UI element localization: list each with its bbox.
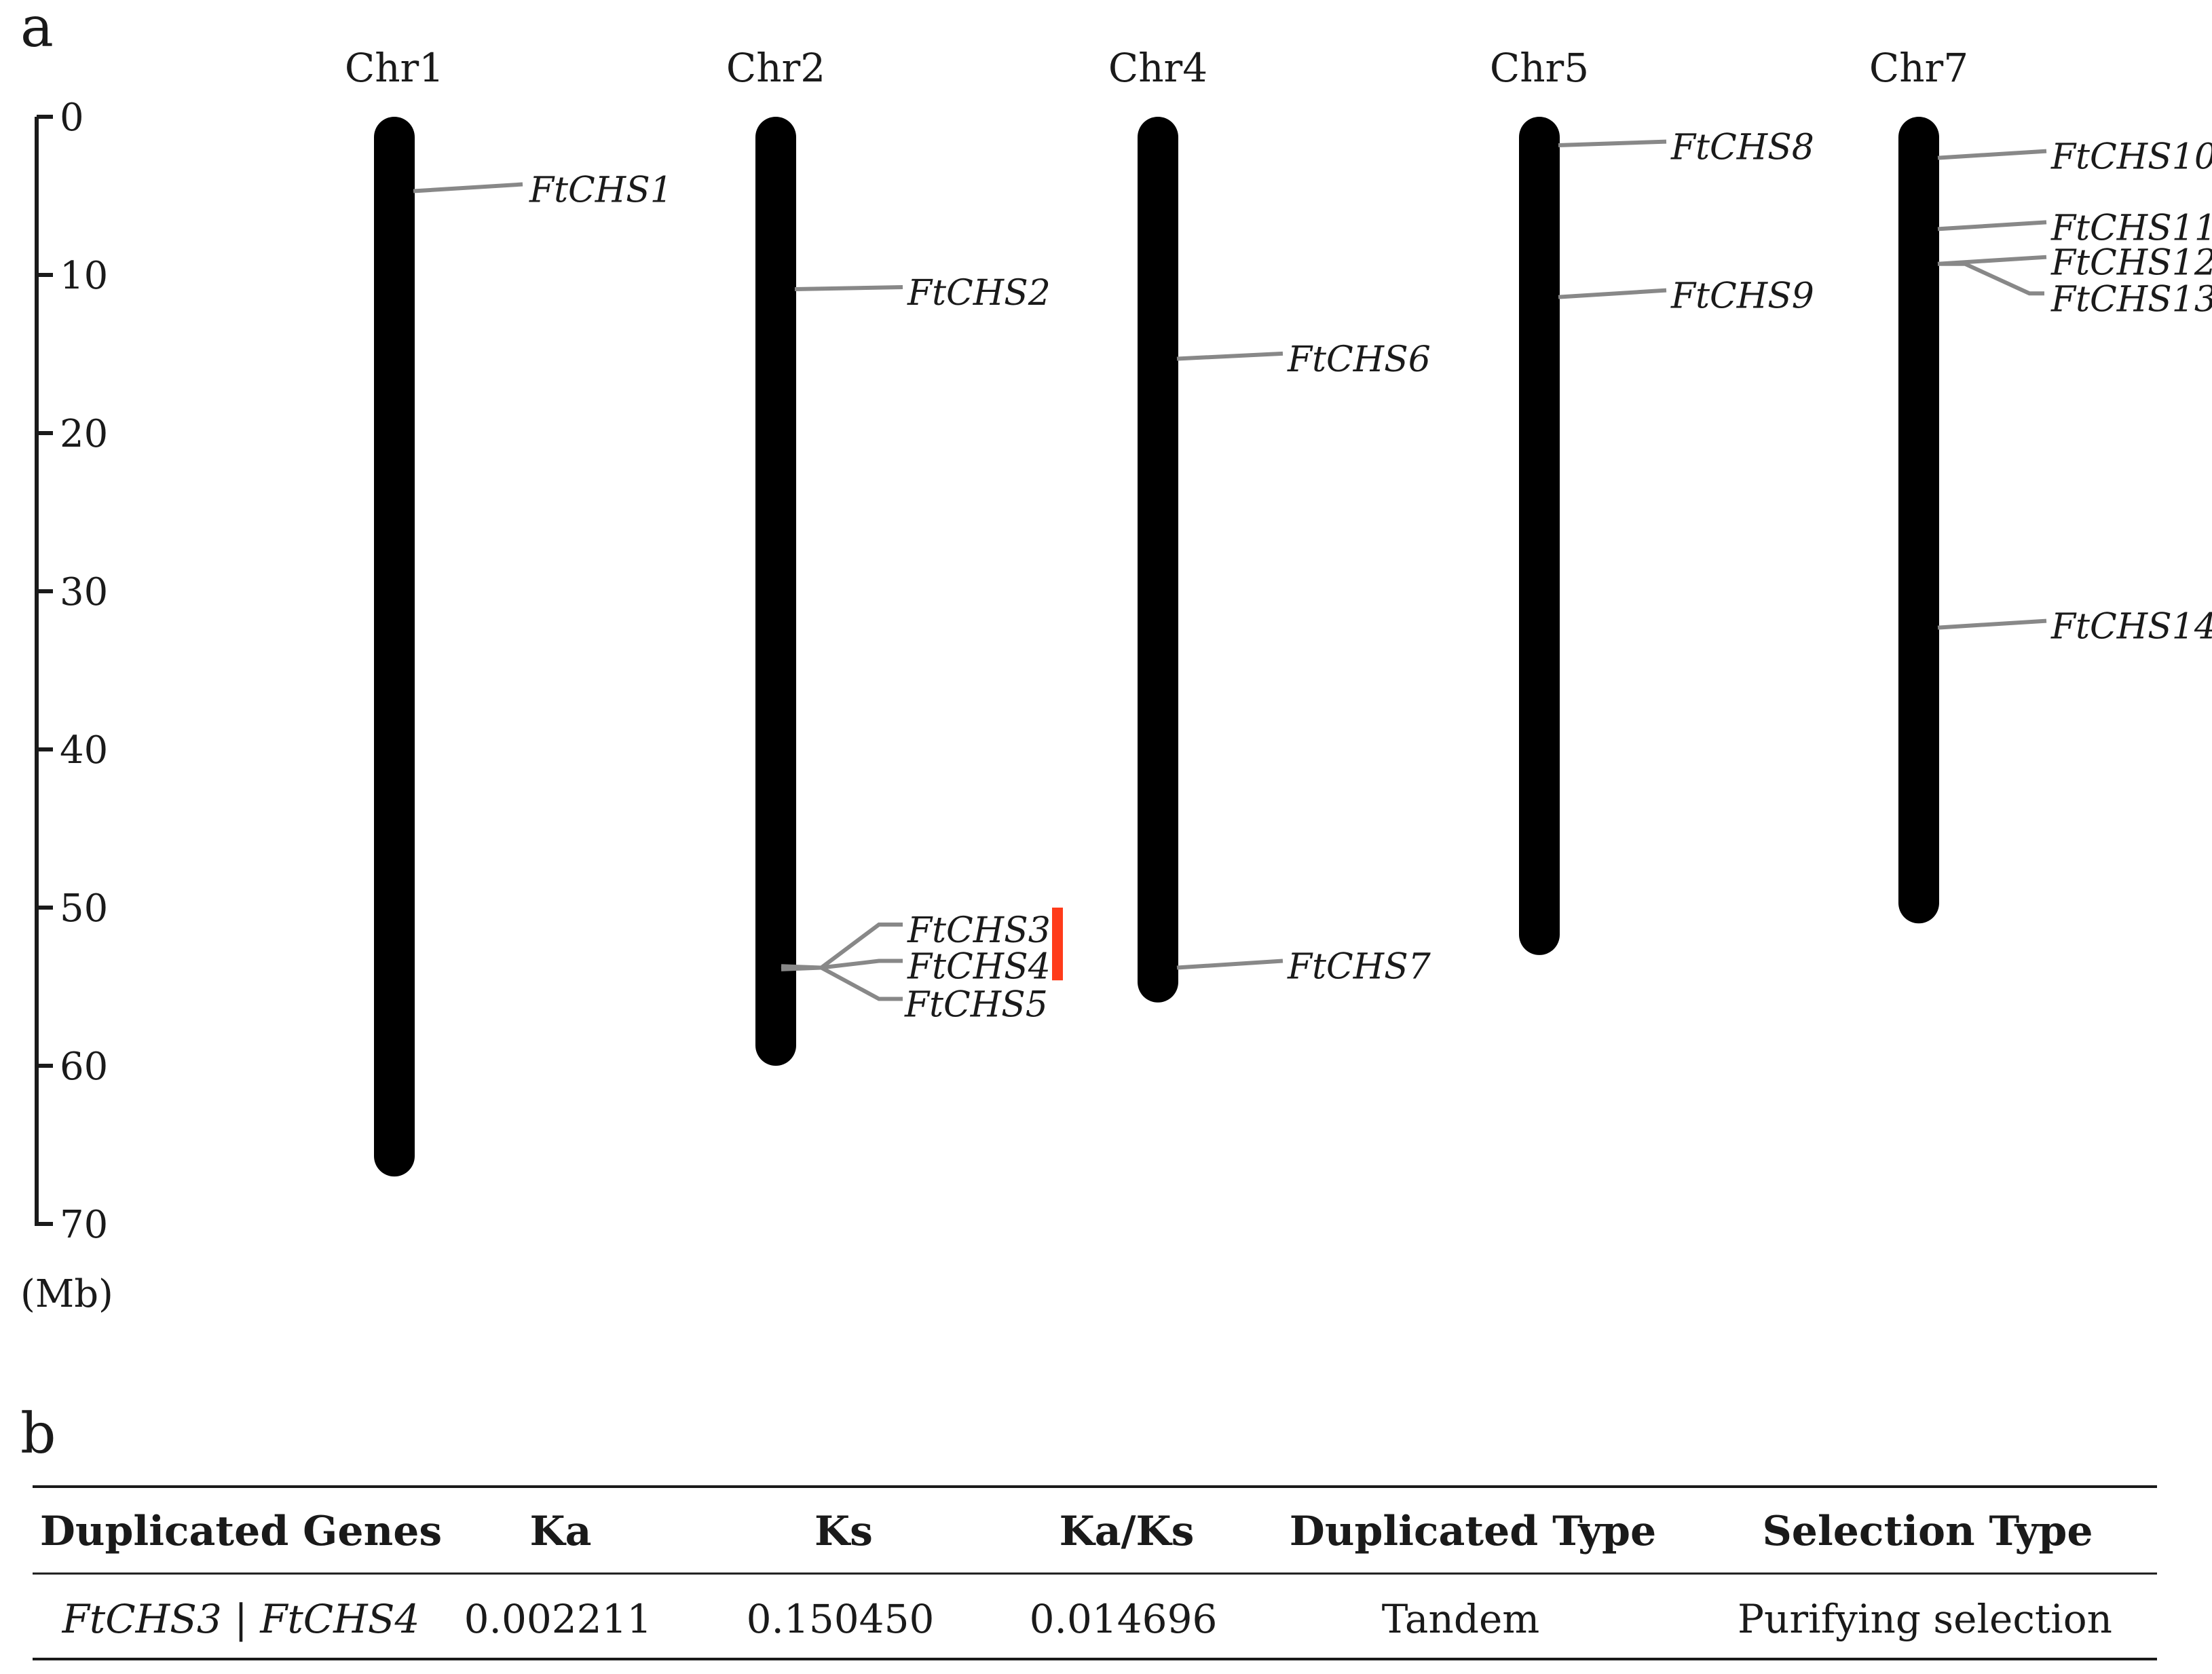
scale-unit: (Mb) <box>20 1272 113 1316</box>
table-cell-ks: 0.150450 <box>747 1596 935 1642</box>
gene-connector <box>1937 618 2047 630</box>
gene-label-ftchs7: FtCHS7 <box>1287 947 1431 988</box>
chromosome-chr4: Chr4 FtCHS6 FtCHS7 <box>1108 45 1431 1003</box>
gene-label-ftchs5: FtCHS5 <box>904 984 1048 1025</box>
chromosome-chr1: Chr1 FtCHS1 <box>345 45 673 1177</box>
scale-tick-label: 70 <box>60 1203 108 1247</box>
chromosome-bar <box>755 117 796 1066</box>
gene-label-ftchs4: FtCHS4 <box>907 947 1051 988</box>
gene-connector <box>1176 351 1283 361</box>
scale-tick-label: 0 <box>60 96 84 140</box>
table-header-ks: Ks <box>814 1508 873 1555</box>
gene-connector <box>821 959 903 970</box>
table-header-ka-ks: Ka/Ks <box>1060 1508 1195 1555</box>
scale-bar: 0 10 20 30 40 50 60 70 (Mb) <box>20 96 113 1316</box>
gene-connector <box>1937 149 2047 160</box>
ka-ks-table: Duplicated Genes Ka Ks Ka/Ks Duplicated … <box>33 1485 2157 1660</box>
gene-connector <box>413 182 523 193</box>
table-cell-ka: 0.002211 <box>464 1596 652 1642</box>
table-header-ka: Ka <box>529 1508 591 1555</box>
scale-tick-label: 60 <box>60 1045 108 1089</box>
gene-label-ftchs11: FtCHS11 <box>2050 208 2212 248</box>
table-header-selection-type: Selection Type <box>1762 1508 2093 1555</box>
gene-connector <box>1938 261 2044 296</box>
gene-connector <box>1558 139 1667 147</box>
scale-tick-label: 20 <box>60 412 108 456</box>
chromosome-label: Chr1 <box>345 45 444 91</box>
gene-connector <box>820 922 903 969</box>
table-header-duplicated-genes: Duplicated Genes <box>40 1508 442 1555</box>
scale-tick-label: 50 <box>60 887 108 931</box>
scale-ticks: 0 10 20 30 40 50 60 70 <box>37 96 108 1247</box>
chromosome-bar <box>1519 117 1560 955</box>
table-cell-ka-ks: 0.014696 <box>1030 1596 1218 1642</box>
gene-connector <box>1937 220 2047 231</box>
gene-label-ftchs9: FtCHS9 <box>1670 276 1814 317</box>
chromosome-label: Chr2 <box>726 45 825 91</box>
gene-label-ftchs8: FtCHS8 <box>1670 128 1814 168</box>
chromosome-chr5: Chr5 FtCHS8 FtCHS9 <box>1490 45 1814 955</box>
gene-label-ftchs14: FtCHS14 <box>2050 607 2212 648</box>
table-cell-dup-type: Tandem <box>1382 1596 1540 1642</box>
chromosome-label: Chr7 <box>1869 45 1968 91</box>
gene-connector <box>794 284 903 291</box>
gene-connector-stub <box>781 965 822 971</box>
chromosomes: Chr1FtCHS1Chr2FtCHS2FtCHS3FtCHS4FtCHS5Ch… <box>345 45 2212 1177</box>
scale-tick-label: 30 <box>60 570 108 614</box>
gene-connector <box>1558 288 1667 299</box>
panel-b-label: b <box>20 1402 56 1466</box>
gene-label-ftchs3: FtCHS3 <box>907 910 1051 951</box>
gene-label-ftchs12: FtCHS12 <box>2050 243 2212 284</box>
table-cell-genes: FtCHS3 | FtCHS4 <box>62 1596 420 1642</box>
gene-label-ftchs2: FtCHS2 <box>907 273 1051 314</box>
table-header-duplicated-type: Duplicated Type <box>1290 1508 1656 1555</box>
chromosome-label: Chr4 <box>1108 45 1207 91</box>
panel-a-label: a <box>20 0 54 60</box>
gene-connector <box>820 965 903 1001</box>
chromosome-bar <box>374 117 415 1177</box>
chromosome-bar <box>1138 117 1178 1003</box>
chromosome-label: Chr5 <box>1490 45 1589 91</box>
gene-label-ftchs13: FtCHS13 <box>2050 279 2212 320</box>
tandem-duplication-marker <box>1052 908 1063 981</box>
scale-tick-label: 40 <box>60 728 108 773</box>
gene-label-ftchs10: FtCHS10 <box>2050 137 2212 178</box>
table-cell-selection: Purifying selection <box>1738 1596 2112 1642</box>
gene-label-ftchs1: FtCHS1 <box>529 170 673 211</box>
scale-tick-label: 10 <box>60 254 108 298</box>
chromosome-bar <box>1898 117 1939 924</box>
gene-connector <box>1176 959 1283 970</box>
gene-label-ftchs6: FtCHS6 <box>1287 339 1431 380</box>
